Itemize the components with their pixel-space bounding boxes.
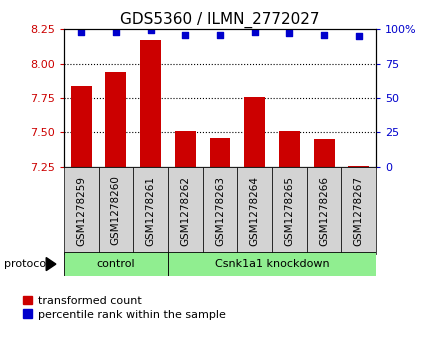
- Bar: [244, 97, 265, 167]
- Text: Csnk1a1 knockdown: Csnk1a1 knockdown: [215, 259, 330, 269]
- Point: [356, 33, 363, 39]
- Point: [216, 32, 224, 37]
- Bar: [209, 138, 231, 167]
- Bar: [203, 167, 237, 254]
- Title: GDS5360 / ILMN_2772027: GDS5360 / ILMN_2772027: [120, 12, 320, 28]
- Bar: [106, 72, 126, 167]
- Text: protocol: protocol: [4, 259, 50, 269]
- Text: GSM1278265: GSM1278265: [284, 176, 294, 245]
- Text: GSM1278263: GSM1278263: [215, 176, 225, 245]
- Text: GSM1278259: GSM1278259: [76, 176, 86, 245]
- Point: [112, 29, 119, 35]
- Text: GSM1278262: GSM1278262: [180, 176, 190, 245]
- Bar: [133, 167, 168, 254]
- Bar: [279, 131, 300, 167]
- Point: [182, 32, 189, 37]
- Bar: [341, 167, 376, 254]
- Bar: [175, 131, 196, 167]
- Bar: [237, 167, 272, 254]
- Text: GSM1278266: GSM1278266: [319, 176, 329, 245]
- Bar: [99, 167, 133, 254]
- Point: [77, 29, 84, 35]
- Bar: [348, 166, 369, 167]
- Legend: transformed count, percentile rank within the sample: transformed count, percentile rank withi…: [23, 296, 225, 319]
- Polygon shape: [46, 258, 56, 271]
- Point: [147, 28, 154, 33]
- Point: [251, 29, 258, 35]
- Text: GSM1278261: GSM1278261: [146, 176, 156, 245]
- Bar: [140, 40, 161, 167]
- Bar: [168, 167, 203, 254]
- Bar: [307, 167, 341, 254]
- Bar: [64, 252, 168, 276]
- Text: control: control: [96, 259, 135, 269]
- Text: GSM1278264: GSM1278264: [250, 176, 260, 245]
- Bar: [168, 252, 376, 276]
- Point: [286, 30, 293, 36]
- Text: GSM1278260: GSM1278260: [111, 176, 121, 245]
- Bar: [272, 167, 307, 254]
- Text: GSM1278267: GSM1278267: [354, 176, 364, 245]
- Bar: [64, 167, 99, 254]
- Bar: [71, 86, 92, 167]
- Point: [321, 32, 328, 37]
- Bar: [314, 139, 334, 167]
